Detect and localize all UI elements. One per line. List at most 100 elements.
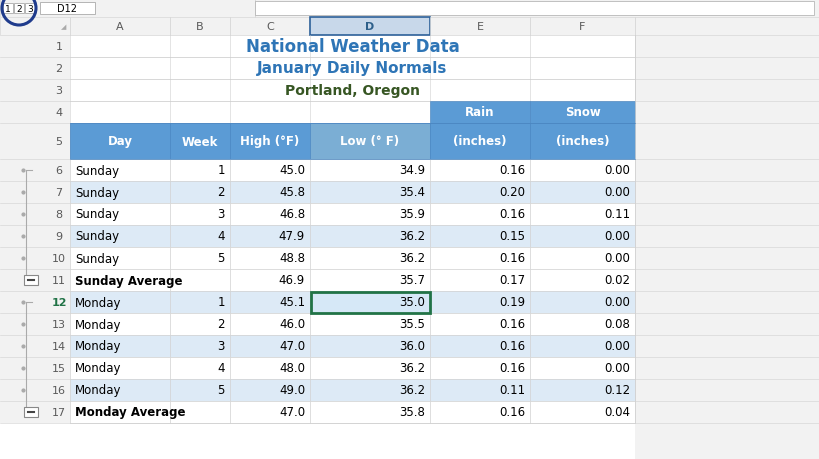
Bar (70, 225, 170, 247)
Bar (70, 160, 170, 182)
Text: 35.0: 35.0 (399, 296, 425, 309)
Bar (70, 182, 170, 203)
Bar (170, 401, 230, 423)
Bar (70, 247, 170, 269)
Bar (230, 269, 310, 291)
Text: (inches): (inches) (453, 135, 507, 148)
Text: 0.00: 0.00 (604, 164, 630, 177)
Bar (170, 247, 230, 269)
Text: 0.00: 0.00 (604, 252, 630, 265)
Bar (230, 225, 310, 247)
Bar (310, 335, 430, 357)
Bar (530, 379, 635, 401)
Bar (310, 313, 430, 335)
Text: 0.12: 0.12 (604, 384, 630, 397)
Bar (70, 401, 170, 423)
Text: Sunday: Sunday (75, 252, 119, 265)
Bar (230, 291, 310, 313)
Bar (430, 203, 530, 225)
Text: 0.16: 0.16 (499, 340, 525, 353)
Text: 3: 3 (56, 86, 62, 96)
Text: 3: 3 (218, 340, 225, 353)
Bar (0, 124, 70, 160)
Text: 47.0: 47.0 (279, 406, 305, 419)
Bar (430, 335, 530, 357)
Bar (0, 18, 819, 36)
Text: 9: 9 (56, 231, 62, 241)
Bar (430, 18, 530, 36)
Text: 1: 1 (56, 42, 62, 52)
Bar (70, 18, 170, 36)
Bar (430, 401, 530, 423)
Text: 36.2: 36.2 (399, 384, 425, 397)
Bar (70, 58, 635, 80)
Bar (0, 269, 70, 291)
Bar (40, 3, 95, 15)
Text: 8: 8 (56, 210, 62, 219)
Bar (310, 269, 430, 291)
Text: 49.0: 49.0 (279, 384, 305, 397)
Bar (530, 291, 635, 313)
Bar (0, 0, 819, 18)
Text: Day: Day (107, 135, 133, 148)
Bar (310, 247, 430, 269)
Text: Monday: Monday (75, 296, 121, 309)
Text: B: B (197, 22, 204, 32)
Text: January Daily Normals: January Daily Normals (257, 62, 448, 76)
Bar (170, 357, 230, 379)
Text: Snow: Snow (564, 106, 600, 119)
Text: 4: 4 (218, 230, 225, 243)
Bar (170, 269, 230, 291)
Text: Sunday Average: Sunday Average (75, 274, 183, 287)
Text: 0.00: 0.00 (604, 362, 630, 375)
Bar (0, 203, 70, 225)
Bar (255, 2, 814, 16)
Bar (430, 182, 530, 203)
Text: 48.0: 48.0 (279, 362, 305, 375)
Text: 3: 3 (27, 5, 33, 13)
Text: Monday Average: Monday Average (75, 406, 185, 419)
Bar (310, 357, 430, 379)
Text: ◢: ◢ (61, 24, 66, 30)
Bar (70, 102, 635, 124)
Bar (230, 335, 310, 357)
Bar (170, 225, 230, 247)
Text: Low (° F): Low (° F) (341, 135, 400, 148)
Bar (310, 182, 430, 203)
Text: D: D (365, 22, 374, 32)
Bar (430, 357, 530, 379)
Bar (170, 160, 230, 182)
Bar (530, 182, 635, 203)
Bar (14, 4, 24, 14)
Bar (310, 225, 430, 247)
Bar (0, 182, 70, 203)
Bar (430, 225, 530, 247)
Bar (0, 225, 70, 247)
Bar (230, 401, 310, 423)
Text: 47.9: 47.9 (278, 230, 305, 243)
Text: 1: 1 (218, 164, 225, 177)
Text: A: A (116, 22, 124, 32)
Bar (530, 247, 635, 269)
Bar (170, 124, 230, 160)
Bar (230, 203, 310, 225)
Bar (430, 160, 530, 182)
Bar (230, 182, 310, 203)
Text: 5: 5 (218, 384, 225, 397)
Bar (530, 401, 635, 423)
Bar (170, 18, 230, 36)
Text: 35.8: 35.8 (399, 406, 425, 419)
Bar (230, 124, 310, 160)
Bar (430, 291, 530, 313)
Bar (430, 102, 530, 124)
Bar (310, 203, 430, 225)
Text: Monday: Monday (75, 362, 121, 375)
Bar (430, 124, 530, 160)
Text: 0.00: 0.00 (604, 186, 630, 199)
Bar (530, 124, 635, 160)
Text: Portland, Oregon: Portland, Oregon (285, 84, 420, 98)
Bar (230, 18, 310, 36)
Text: Monday: Monday (75, 384, 121, 397)
Bar (0, 160, 70, 182)
Bar (0, 18, 70, 36)
